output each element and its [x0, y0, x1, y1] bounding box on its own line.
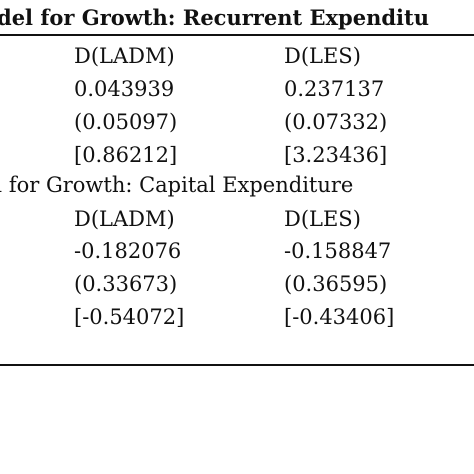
coefficient-les: 0.237137	[284, 77, 385, 101]
coefficient-ladm: 0.043939	[74, 77, 175, 101]
t-stat-ladm: [-0.54072]	[74, 305, 185, 329]
t-stat-les: [3.23436]	[284, 143, 388, 167]
section-title-recurrent: odel for Growth: Recurrent Expenditu	[0, 5, 429, 30]
std-error-ladm: (0.05097)	[74, 110, 178, 134]
std-error-ladm: (0.33673)	[74, 272, 178, 296]
coefficient-les: -0.158847	[284, 239, 392, 263]
std-error-les: (0.07332)	[284, 110, 388, 134]
column-header-ladm: D(LADM)	[74, 207, 175, 231]
t-stat-ladm: [0.86212]	[74, 143, 178, 167]
column-header-les: D(LES)	[284, 207, 361, 231]
table-bottom-rule	[0, 364, 474, 366]
coefficient-ladm: -0.182076	[74, 239, 182, 263]
column-header-les: D(LES)	[284, 44, 361, 68]
t-stat-les: [-0.43406]	[284, 305, 395, 329]
std-error-les: (0.36595)	[284, 272, 388, 296]
section-title-capital: el for Growth: Capital Expenditure	[0, 173, 354, 197]
column-header-ladm: D(LADM)	[74, 44, 175, 68]
table-top-rule	[0, 34, 474, 36]
